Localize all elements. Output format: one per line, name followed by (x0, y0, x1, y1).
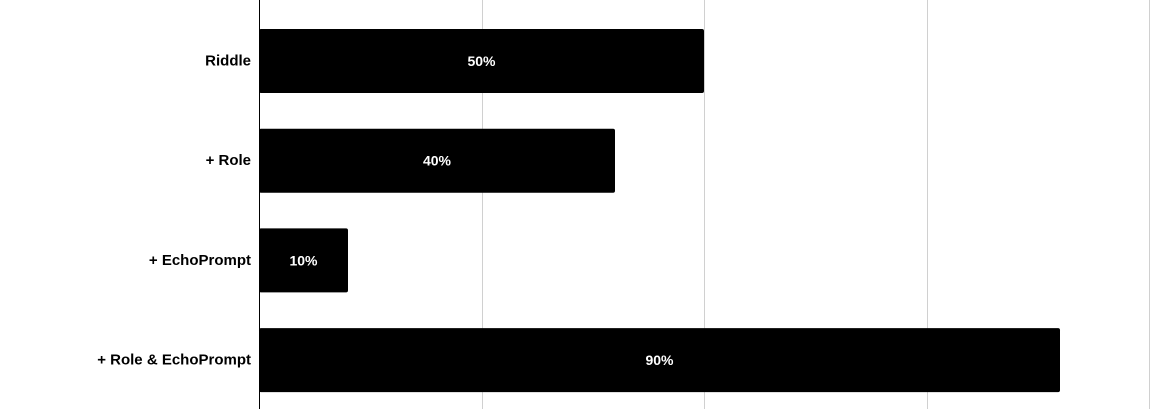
labels: Riddle 50% + Role 40% + EchoPrompt 10% + Role … (97, 53, 674, 369)
category-label: + Role (206, 152, 251, 169)
category-label: + Role & EchoPrompt (97, 352, 251, 369)
data-label: 90% (645, 352, 674, 368)
bar (259, 328, 1060, 393)
bar (259, 29, 704, 93)
category-label: Riddle (205, 53, 251, 70)
data-label: 50% (467, 53, 496, 69)
bar (259, 128, 615, 193)
category-label: + EchoPrompt (149, 252, 251, 269)
bar (259, 228, 348, 293)
data-label: 40% (423, 153, 452, 169)
data-label: 10% (289, 252, 318, 268)
bars (259, 29, 1060, 393)
